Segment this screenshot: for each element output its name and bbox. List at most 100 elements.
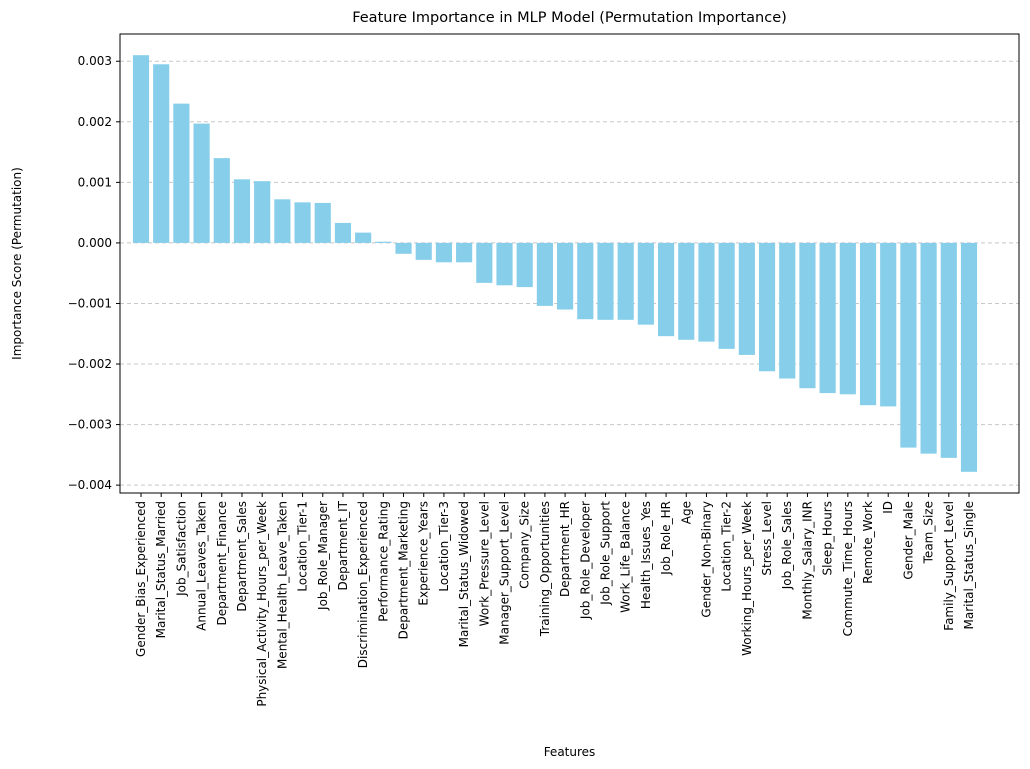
y-tick-label: −0.004 <box>68 478 112 492</box>
x-tick-label: Job_Role_HR <box>659 501 673 576</box>
bar-gender-male <box>900 242 917 448</box>
y-tick-label: −0.001 <box>68 296 112 310</box>
bar-marital-status-married <box>153 64 170 243</box>
y-tick-label: 0.000 <box>78 236 112 250</box>
x-axis-label: Features <box>544 745 596 759</box>
x-tick-label: Location_Tier-2 <box>720 501 734 592</box>
bar-remote-work <box>859 242 877 406</box>
bar-marital-status-single <box>960 242 978 472</box>
x-tick-label: Family_Support_Level <box>942 501 956 631</box>
bar-sleep-hours <box>819 242 836 394</box>
bar-team-size <box>920 242 937 454</box>
plot-frame <box>119 33 1020 494</box>
x-tick-label: Manager_Support_Level <box>498 501 512 645</box>
bar-training-opportunities <box>536 242 553 306</box>
x-tick-label: Team_Size <box>922 501 936 564</box>
x-tick-label: Location_Tier-1 <box>296 501 310 592</box>
x-tick-label: Department_IT <box>336 500 350 590</box>
bar-job-role-sales <box>779 242 796 379</box>
x-tick-label: Commute_Time_Hours <box>841 501 855 636</box>
x-tick-label: Job_Role_Support <box>598 501 612 606</box>
x-tick-label: Location_Tier-3 <box>437 501 451 592</box>
bar-gender-bias-experienced <box>132 55 150 243</box>
y-tick-label: 0.001 <box>78 175 112 189</box>
bar-marital-status-widowed <box>456 242 473 263</box>
y-tick-label: −0.002 <box>68 357 112 371</box>
bar-health-issues-yes <box>637 242 654 325</box>
bar-family-support-level <box>940 242 957 458</box>
bar-job-satisfaction <box>173 103 190 243</box>
x-tick-label: Experience_Years <box>417 501 431 606</box>
y-tick-label: −0.003 <box>68 418 112 432</box>
x-tick-label: Work_Pressure_Level <box>477 501 491 626</box>
bar-department-finance <box>213 158 230 243</box>
x-tick-label: Mental_Health_Leave_Taken <box>275 501 289 669</box>
bar-department-sales <box>233 179 251 243</box>
x-tick-label: Discrimination_Experienced <box>356 501 370 668</box>
bar-discrimination-experienced <box>355 232 372 243</box>
bar-work-life-balance <box>617 242 634 320</box>
bar-stress-level <box>758 242 776 372</box>
bar-age <box>678 242 695 340</box>
x-tick-label: Age <box>679 501 693 524</box>
x-tick-label: ID <box>881 501 895 514</box>
x-tick-label: Marital_Status_Married <box>154 501 168 638</box>
y-tick-label: 0.003 <box>78 54 112 68</box>
bar-gender-non-binary <box>698 242 715 342</box>
x-tick-label: Gender_Male <box>901 501 915 580</box>
x-tick-label: Job_Role_Manager <box>316 501 330 611</box>
bar-job-role-support <box>597 242 614 320</box>
y-axis-label: Importance Score (Permutation) <box>10 167 24 360</box>
x-tick-label: Annual_Leaves_Taken <box>195 501 209 631</box>
bar-location-tier-3 <box>435 242 453 263</box>
y-tick-label: 0.002 <box>78 115 112 129</box>
bar-physical-activity-hours-per-week <box>254 181 271 243</box>
bar-manager-support-level <box>496 242 513 286</box>
bar-job-role-manager <box>314 202 331 243</box>
bar-id <box>880 242 897 407</box>
bar-department-it <box>334 222 352 243</box>
bar-working-hours-per-week <box>738 242 755 355</box>
x-tick-label: Gender_Non-Binary <box>699 501 713 618</box>
bar-job-role-hr <box>657 242 675 337</box>
bar-location-tier-2 <box>718 242 735 349</box>
bar-job-role-developer <box>577 242 594 320</box>
bar-company-size <box>516 242 533 288</box>
x-tick-label: Job_Role_Developer <box>578 501 592 620</box>
x-tick-label: Monthly_Salary_INR <box>800 501 814 620</box>
x-tick-label: Work_Life_Balance <box>619 501 633 613</box>
x-tick-label: Health_Issues_Yes <box>639 501 653 609</box>
bar-commute-time-hours <box>839 242 856 395</box>
x-tick-label: Remote_Work <box>861 501 875 584</box>
x-tick-label: Marital_Status_Single <box>962 501 976 630</box>
x-tick-label: Stress_Level <box>760 501 774 576</box>
bars <box>132 55 978 472</box>
bar-performance-rating <box>375 241 392 243</box>
chart-title: Feature Importance in MLP Model (Permuta… <box>352 10 787 26</box>
x-tick-label: Department_Marketing <box>397 501 411 639</box>
bar-department-hr <box>557 242 574 310</box>
y-axis: 0.003 0.002 0.001 0.000 −0.001 −0.002 −0.003 −0… <box>68 54 120 492</box>
x-axis: Gender_Bias_Experienced Marital_Status_Ma… <box>134 493 976 707</box>
x-tick-label: Department_Sales <box>235 501 249 612</box>
x-tick-label: Performance_Rating <box>376 501 390 622</box>
x-tick-label: Physical_Activity_Hours_per_Week <box>255 501 269 707</box>
bar-work-pressure-level <box>476 242 493 283</box>
x-tick-label: Gender_Bias_Experienced <box>134 501 148 657</box>
x-tick-label: Company_Size <box>518 501 532 589</box>
x-tick-label: Department_Finance <box>215 501 229 626</box>
bar-annual-leaves-taken <box>193 123 210 243</box>
bar-mental-health-leave-taken <box>274 199 291 243</box>
x-tick-label: Job_Satisfaction <box>174 501 188 597</box>
bar-monthly-salary-inr <box>799 242 816 389</box>
bar-location-tier-1 <box>294 202 311 243</box>
bar-department-marketing <box>395 242 412 254</box>
x-tick-label: Sleep_Hours <box>821 501 835 576</box>
x-tick-label: Department_HR <box>558 501 572 597</box>
bar-experience-years <box>415 242 432 260</box>
x-tick-label: Marital_Status_Widowed <box>457 501 471 647</box>
x-tick-label: Training_Opportunities <box>538 501 552 637</box>
x-tick-label: Job_Role_Sales <box>780 501 794 590</box>
